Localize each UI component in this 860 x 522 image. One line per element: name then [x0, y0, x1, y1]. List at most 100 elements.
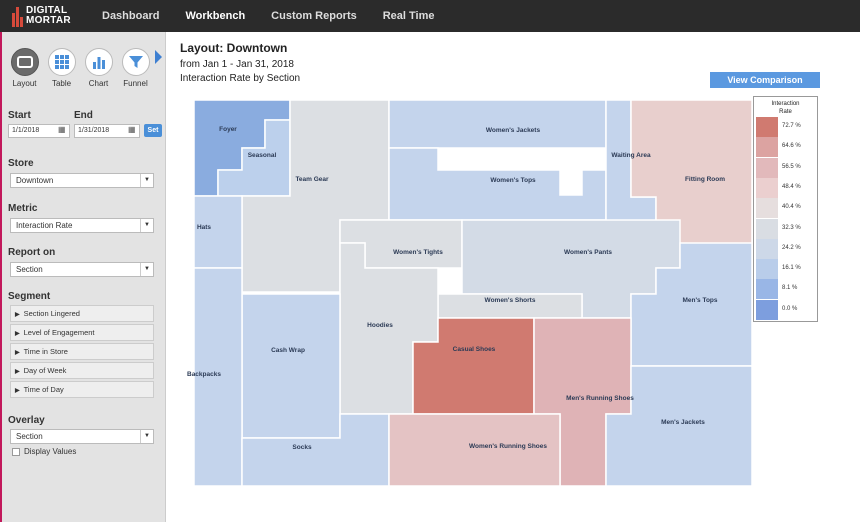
set-dates-button[interactable]: Set	[144, 124, 162, 137]
date-range-text: from Jan 1 - Jan 31, 2018	[180, 59, 294, 70]
legend-value: 32.3 %	[782, 224, 801, 231]
segment-label: Segment	[8, 291, 51, 302]
section-label-women-s-jackets: Women's Jackets	[486, 127, 541, 134]
legend-value: 48.4 %	[782, 183, 801, 190]
tool-table[interactable]: Table	[45, 48, 78, 88]
metric-select-value: Interaction Rate	[16, 221, 73, 230]
section-label-women-s-pants: Women's Pants	[564, 249, 612, 256]
tool-chart[interactable]: Chart	[82, 48, 115, 88]
store-label: Store	[8, 158, 34, 169]
page-title: Layout: Downtown	[180, 41, 288, 55]
legend-title-line1: Interaction	[771, 101, 800, 107]
left-accent-bar	[0, 32, 2, 522]
legend-entry: 72.7 %	[756, 117, 816, 137]
end-calendar-icon[interactable]: ▦	[128, 125, 136, 134]
legend-swatch	[756, 137, 778, 158]
legend-entry: 0.0 %	[756, 299, 816, 320]
legend-swatch	[756, 299, 778, 320]
caret-right-icon: ▶	[15, 388, 20, 394]
legend-value: 16.1 %	[782, 265, 801, 272]
main-nav: Dashboard Workbench Custom Reports Real …	[102, 10, 461, 22]
view-comparison-button[interactable]: View Comparison	[710, 72, 820, 88]
report-on-select[interactable]: Section ▼	[10, 262, 154, 277]
legend-swatch	[756, 117, 778, 137]
segment-item-label: Section Lingered	[23, 309, 80, 318]
tool-funnel-label: Funnel	[123, 79, 148, 88]
sidebar: Layout Table Chart Funnel Start End 1/1/…	[2, 32, 166, 522]
start-date-input[interactable]: 1/1/2018	[8, 124, 70, 138]
overlay-label: Overlay	[8, 415, 45, 426]
legend-value: 40.4 %	[782, 204, 801, 211]
section-women-s-running-shoes[interactable]	[388, 413, 561, 487]
section-label-women-s-tights: Women's Tights	[393, 249, 443, 256]
segment-level-of-engagement[interactable]: ▶ Level of Engagement	[10, 324, 154, 341]
segment-item-label: Time in Store	[23, 347, 68, 356]
nav-custom-reports[interactable]: Custom Reports	[271, 10, 357, 22]
section-men-s-tops[interactable]	[630, 242, 753, 367]
legend-value: 0.0 %	[782, 305, 798, 312]
overlay-select[interactable]: Section ▼	[10, 429, 154, 444]
chevron-down-icon: ▼	[140, 219, 153, 232]
end-date-input[interactable]: 1/31/2018	[74, 124, 140, 138]
section-label-men-s-tops: Men's Tops	[682, 297, 717, 304]
legend-entry: 64.6 %	[756, 137, 816, 158]
legend-entry: 32.3 %	[756, 218, 816, 239]
start-calendar-icon[interactable]: ▦	[58, 125, 66, 134]
display-values-checkbox[interactable]	[12, 448, 20, 456]
tool-funnel[interactable]: Funnel	[119, 48, 152, 88]
legend-value: 8.1 %	[782, 285, 798, 292]
segment-time-in-store[interactable]: ▶ Time in Store	[10, 343, 154, 360]
section-label-cash-wrap: Cash Wrap	[271, 347, 305, 354]
tool-chart-label: Chart	[88, 79, 109, 88]
section-label-women-s-running-shoes: Women's Running Shoes	[469, 443, 547, 450]
section-label-foyer: Foyer	[219, 126, 237, 133]
caret-right-icon: ▶	[15, 369, 20, 375]
chevron-down-icon: ▼	[140, 263, 153, 276]
section-hats[interactable]	[193, 195, 243, 269]
nav-real-time[interactable]: Real Time	[382, 10, 435, 22]
legend-value: 24.2 %	[782, 244, 801, 251]
nav-dashboard[interactable]: Dashboard	[102, 10, 160, 22]
legend-entry: 8.1 %	[756, 279, 816, 300]
section-label-socks: Socks	[292, 444, 312, 451]
legend-swatch	[756, 279, 778, 300]
segment-time-of-day[interactable]: ▶ Time of Day	[10, 381, 154, 398]
legend-value: 56.5 %	[782, 163, 801, 170]
nav-workbench[interactable]: Workbench	[185, 10, 246, 22]
store-select-value: Downtown	[16, 176, 54, 185]
segment-section-lingered[interactable]: ▶ Section Lingered	[10, 305, 154, 322]
metric-label: Metric	[8, 203, 38, 214]
store-select[interactable]: Downtown ▼	[10, 173, 154, 188]
section-label-fitting-room: Fitting Room	[685, 176, 725, 183]
section-label-seasonal: Seasonal	[248, 152, 277, 159]
section-label-casual-shoes: Casual Shoes	[453, 346, 496, 353]
section-label-hoodies: Hoodies	[367, 322, 393, 329]
metric-select[interactable]: Interaction Rate ▼	[10, 218, 154, 233]
brand-logo[interactable]: DIGITAL MORTAR	[12, 5, 84, 27]
section-cash-wrap[interactable]	[241, 293, 341, 439]
legend-swatch	[756, 157, 778, 178]
section-women-s-tops[interactable]	[388, 147, 607, 221]
display-values-label: Display Values	[24, 447, 77, 456]
tool-layout[interactable]: Layout	[8, 48, 41, 88]
interaction-rate-legend: Interaction Rate 72.7 % 64.6 % 56.5 % 48.4 %…	[753, 96, 818, 322]
tool-table-label: Table	[51, 79, 72, 88]
legend-entry: 16.1 %	[756, 259, 816, 280]
segment-item-label: Day of Week	[23, 366, 67, 375]
segment-day-of-week[interactable]: ▶ Day of Week	[10, 362, 154, 379]
chevron-down-icon: ▼	[140, 430, 153, 443]
segment-item-label: Time of Day	[23, 385, 64, 394]
table-icon	[54, 55, 69, 69]
chevron-down-icon: ▼	[140, 174, 153, 187]
section-label-women-s-tops: Women's Tops	[490, 177, 536, 184]
top-nav-bar: DIGITAL MORTAR Dashboard Workbench Custo…	[0, 0, 860, 32]
section-men-s-jackets[interactable]	[605, 365, 753, 487]
section-label-backpacks: Backpacks	[187, 371, 221, 378]
legend-swatch	[756, 238, 778, 259]
section-women-s-jackets[interactable]	[388, 99, 607, 149]
expand-tools-arrow-icon[interactable]	[155, 50, 162, 64]
section-label-hats: Hats	[197, 224, 211, 231]
legend-swatch	[756, 259, 778, 280]
tool-layout-label: Layout	[12, 79, 37, 88]
